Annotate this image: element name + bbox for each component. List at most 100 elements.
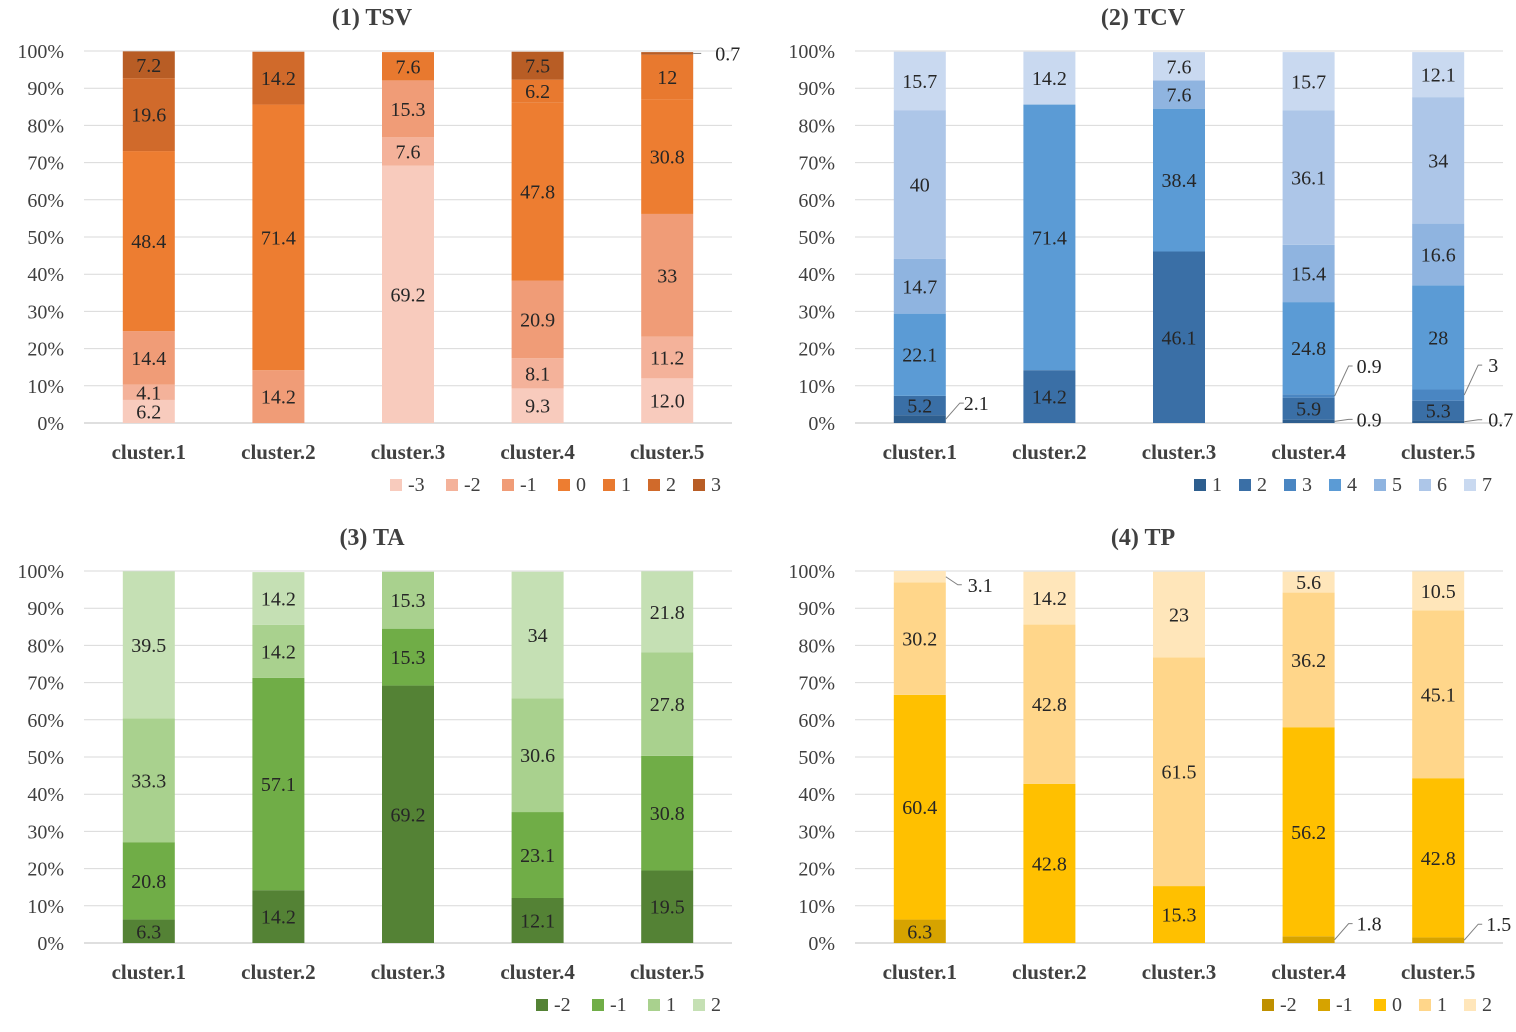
data-label: 15.3 [391,590,426,612]
y-tick-label: 90% [27,78,64,100]
bar-segment-cluster-2-s2 [252,572,305,625]
y-tick-label: 10% [27,376,64,398]
data-label: 4.1 [136,382,161,404]
data-label: 33.3 [131,770,166,792]
bar-segment-cluster-4-s2 [511,358,564,389]
legend-swatch [693,999,705,1011]
bar-segment-cluster-5-s2 [1412,400,1465,421]
chart-title: (3) TA [339,525,405,551]
legend-label: 4 [1347,474,1357,496]
data-label: 9.3 [525,396,550,418]
bar-segment-cluster-1-s5 [893,258,946,314]
legend-label: 0 [1392,994,1402,1016]
data-label: 14.7 [902,276,937,298]
legend-swatch [648,999,660,1011]
category-label: cluster.2 [1012,960,1086,984]
bar-segment-cluster-5-s2 [641,571,694,653]
callout-label: 3 [1488,355,1498,377]
data-label: 30.8 [650,147,685,169]
y-tick-label: 0% [37,413,64,435]
bar-segment-cluster-5-s1 [641,213,694,337]
y-tick-label: 60% [27,710,64,732]
data-label: 23.1 [520,845,555,867]
bar-segment-cluster-1-s2 [893,571,946,583]
data-label: 5.6 [1296,572,1321,594]
data-label: 20.8 [131,871,166,893]
data-label: 34 [528,625,548,647]
y-tick-label: 90% [798,78,835,100]
bar-segment-cluster-5-s1 [1412,420,1465,423]
bar-segment-cluster-1-s3 [122,399,175,423]
data-label: 12.0 [650,391,685,413]
data-label: 71.4 [261,227,296,249]
bar-segment-cluster-2-s0 [1023,783,1076,943]
chart-title: (4) TP [1111,525,1175,551]
legend-label: 0 [576,474,586,496]
y-tick-label: 100% [17,41,64,63]
data-label: 6.2 [136,401,161,423]
legend: -2 -1 0 1 2 [1262,994,1492,1016]
data-label: 7.6 [396,56,421,78]
category-label: cluster.1 [883,960,957,984]
bar-segment-cluster-2-s4 [1023,104,1076,371]
bar-segment-cluster-3-s4 [1153,108,1205,252]
callout-label: 1.8 [1357,914,1382,936]
legend-swatch [1374,479,1386,491]
y-tick-label: 30% [798,301,835,323]
data-label: 14.2 [261,641,296,663]
y-tick-label: 100% [788,561,835,583]
legend-label: -2 [464,474,481,496]
data-label: 30.2 [902,629,937,651]
bar-segment-cluster-4-s1 [511,79,564,103]
y-tick-label: 70% [798,153,835,175]
y-tick-label: 100% [788,41,835,63]
data-label: 20.9 [520,309,555,331]
callout-leader-line [1334,365,1353,397]
panel-tcv: (2) TCV 0% 10% 20% 30% 40% 50% 60% 70% 80% 90% 100%… [788,5,1513,496]
legend-swatch [592,999,604,1011]
legend-label: 1 [621,474,631,496]
data-label: 33 [657,265,677,287]
legend-swatch [1374,999,1386,1011]
data-label: 7.6 [1167,56,1192,78]
callout-label: 0.7 [715,43,740,65]
data-label: 15.3 [1162,905,1197,927]
legend-swatch [558,479,570,491]
data-label: 15.3 [391,647,426,669]
data-label: 12.1 [520,910,555,932]
category-label: cluster.3 [371,440,445,464]
bar-segment-cluster-1-s0 [893,694,946,920]
legend-label: 6 [1437,474,1447,496]
y-tick-label: 70% [798,673,835,695]
legend-label: 5 [1392,474,1402,496]
bar-segment-cluster-4-s1 [511,280,564,359]
bar-segment-cluster-4-s2 [511,571,564,699]
y-tick-label: 20% [798,339,835,361]
data-label: 10.5 [1421,581,1456,603]
data-label: 36.1 [1291,168,1326,190]
bar-segment-cluster-1-s2 [122,571,175,719]
category-label: cluster.4 [500,440,575,464]
data-label: 56.2 [1291,822,1326,844]
data-label: 42.8 [1032,694,1067,716]
legend: 1 2 3 4 5 6 7 [1194,474,1492,496]
chart-title: (2) TCV [1101,5,1186,31]
legend-swatch [1284,479,1296,491]
chart-title: (1) TSV [332,5,413,31]
bar-segment-cluster-5-s1 [1412,610,1465,779]
bar-segment-cluster-5-s1 [641,54,694,100]
data-label: 21.8 [650,602,685,624]
data-label: 71.4 [1032,227,1067,249]
data-label: 36.2 [1291,650,1326,672]
y-tick-label: 80% [27,635,64,657]
y-tick-label: 90% [27,598,64,620]
y-tick-label: 40% [798,264,835,286]
y-tick-label: 40% [27,784,64,806]
legend-swatch [446,479,458,491]
bar-segment-cluster-4-s1 [1282,419,1335,423]
bar-segment-cluster-2-s0 [252,104,305,371]
bar-segment-cluster-5-s1 [641,652,694,756]
data-label: 61.5 [1162,762,1197,784]
callout-leader-line [945,576,962,586]
bar-segment-cluster-3-s2 [382,137,434,166]
